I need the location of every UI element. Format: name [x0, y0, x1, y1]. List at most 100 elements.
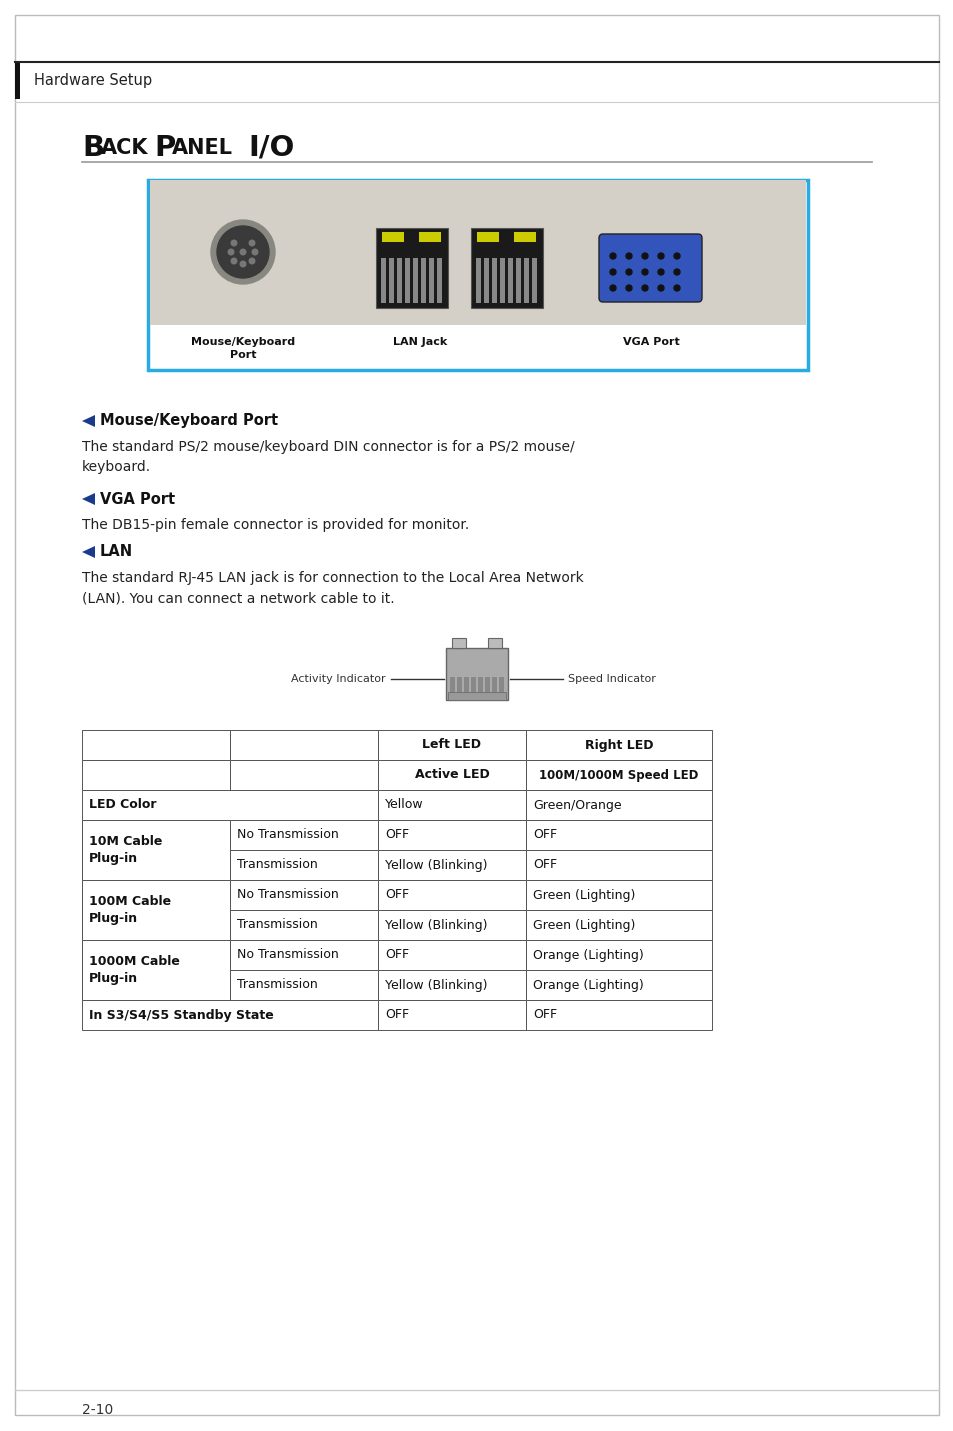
Text: No Transmission: No Transmission [236, 829, 338, 841]
Bar [380, 258, 386, 303]
Circle shape [609, 285, 616, 290]
Bar [148, 180, 807, 371]
Text: Active LED: Active LED [415, 768, 489, 781]
Bar [525, 940, 711, 970]
Circle shape [641, 269, 647, 275]
Text: In S3/S4/S5 Standby State: In S3/S4/S5 Standby State [89, 1009, 274, 1022]
Bar [230, 850, 377, 880]
Circle shape [249, 258, 254, 263]
Bar [405, 258, 410, 303]
Circle shape [625, 253, 631, 259]
Bar [377, 970, 525, 1000]
Text: P: P [153, 135, 175, 162]
Circle shape [216, 226, 269, 278]
FancyBboxPatch shape [598, 235, 701, 302]
Text: OFF: OFF [533, 859, 557, 871]
Bar [82, 880, 230, 910]
Text: VGA Port: VGA Port [622, 336, 679, 346]
Text: Yellow (Blinking): Yellow (Blinking) [385, 919, 487, 932]
Text: No Transmission: No Transmission [236, 949, 338, 962]
Text: B: B [82, 135, 104, 162]
Bar [82, 820, 230, 880]
Text: LAN Jack: LAN Jack [393, 336, 447, 346]
Bar [498, 677, 503, 697]
Circle shape [211, 220, 274, 283]
Bar [488, 638, 501, 648]
Bar [82, 940, 230, 1000]
Bar [375, 228, 448, 308]
Bar [377, 820, 525, 850]
Bar [507, 258, 513, 303]
Bar [230, 760, 377, 790]
Bar [413, 258, 417, 303]
Circle shape [673, 269, 679, 275]
Circle shape [240, 262, 246, 266]
Bar [476, 232, 498, 242]
Text: I/O: I/O [248, 135, 294, 162]
Bar [82, 760, 230, 790]
Text: Activity Indicator: Activity Indicator [291, 674, 386, 684]
Bar [450, 677, 455, 697]
Bar [471, 677, 476, 697]
Bar [230, 940, 377, 970]
Bar [230, 880, 377, 910]
Bar [499, 258, 504, 303]
Bar [82, 730, 230, 760]
Text: Speed Indicator: Speed Indicator [567, 674, 655, 684]
Bar [377, 880, 525, 910]
Text: The DB15-pin female connector is provided for monitor.: The DB15-pin female connector is provide… [82, 518, 469, 532]
Text: ANEL: ANEL [172, 137, 233, 157]
Bar [150, 180, 805, 325]
Text: Green (Lighting): Green (Lighting) [533, 889, 635, 902]
Bar [377, 940, 525, 970]
Bar [15, 62, 20, 99]
Polygon shape [82, 494, 95, 505]
Circle shape [673, 285, 679, 290]
Bar [446, 648, 507, 700]
Bar [396, 258, 401, 303]
Circle shape [231, 240, 236, 246]
Bar [82, 850, 230, 880]
Text: Yellow (Blinking): Yellow (Blinking) [385, 979, 487, 992]
Bar [377, 1000, 525, 1030]
Text: ACK: ACK [101, 137, 149, 157]
Text: Mouse/Keyboard Port: Mouse/Keyboard Port [100, 414, 278, 428]
Bar [230, 730, 377, 760]
Text: The standard PS/2 mouse/keyboard DIN connector is for a PS/2 mouse/
keyboard.: The standard PS/2 mouse/keyboard DIN con… [82, 439, 574, 474]
Bar [525, 790, 711, 820]
Bar [82, 790, 377, 820]
Text: Transmission: Transmission [236, 859, 317, 871]
Bar [523, 258, 529, 303]
Text: 2-10: 2-10 [82, 1402, 113, 1417]
Text: Yellow: Yellow [385, 798, 423, 811]
Bar [456, 677, 461, 697]
Bar [377, 850, 525, 880]
Bar [82, 910, 230, 940]
Bar [483, 258, 489, 303]
Bar [525, 910, 711, 940]
Bar [525, 970, 711, 1000]
Circle shape [658, 285, 663, 290]
Bar [82, 880, 230, 940]
Bar [82, 940, 230, 970]
Text: OFF: OFF [385, 1009, 409, 1022]
Bar [525, 1000, 711, 1030]
Text: OFF: OFF [385, 889, 409, 902]
Bar [436, 258, 441, 303]
Circle shape [673, 253, 679, 259]
Text: Mouse/Keyboard
Port: Mouse/Keyboard Port [191, 336, 294, 361]
Bar [477, 677, 482, 697]
Circle shape [609, 269, 616, 275]
Bar [82, 820, 230, 850]
Bar [532, 258, 537, 303]
Circle shape [658, 253, 663, 259]
Text: 10M Cable
Plug-in: 10M Cable Plug-in [89, 836, 162, 864]
Circle shape [231, 258, 236, 263]
Bar [525, 760, 711, 790]
Polygon shape [82, 415, 95, 426]
Bar [230, 970, 377, 1000]
Bar [429, 258, 434, 303]
Text: Transmission: Transmission [236, 919, 317, 932]
Text: Orange (Lighting): Orange (Lighting) [533, 949, 643, 962]
Text: OFF: OFF [385, 949, 409, 962]
